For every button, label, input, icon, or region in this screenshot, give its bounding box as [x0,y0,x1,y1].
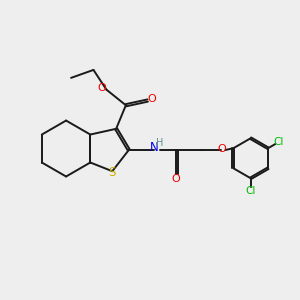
Text: O: O [98,83,106,93]
Text: O: O [218,144,226,154]
Text: O: O [148,94,156,104]
Text: N: N [150,141,159,154]
Text: S: S [108,166,116,179]
Text: O: O [171,174,180,184]
Text: H: H [156,138,164,148]
Text: Cl: Cl [245,186,256,196]
Text: Cl: Cl [274,137,284,147]
